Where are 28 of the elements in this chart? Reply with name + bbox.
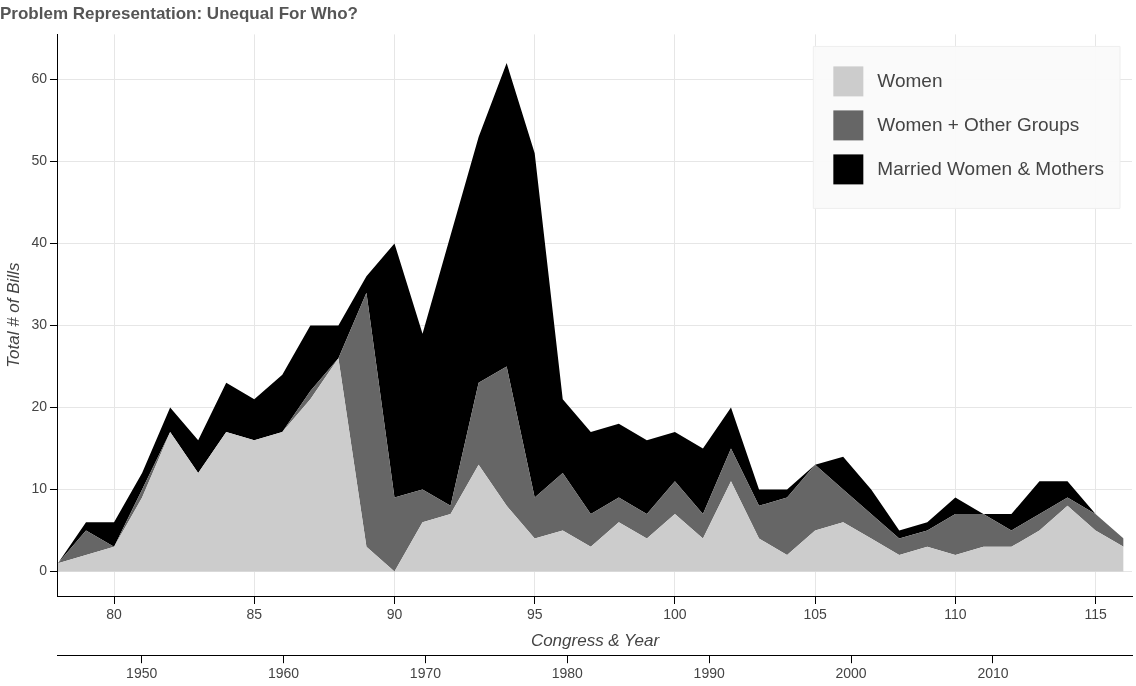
legend-label: Women + Other Groups [877, 113, 1080, 135]
x-tick-label: 90 [386, 606, 403, 623]
y-tick-label: 50 [31, 152, 48, 169]
x-tick-label: 110 [944, 606, 967, 623]
chart-title: Problem Representation: Unequal For Who? [0, 3, 358, 23]
x-tick-label: 95 [526, 606, 543, 623]
x2-tick-label: 1980 [551, 665, 584, 682]
x2-tick-label: 1970 [409, 665, 442, 682]
y-tick-label: 60 [31, 70, 48, 87]
x2-tick-label: 1990 [693, 665, 725, 682]
x2-tick-label: 2010 [977, 665, 1009, 682]
x2-tick-label: 2000 [835, 665, 867, 682]
y-tick-label: 0 [39, 562, 48, 579]
y-tick-label: 30 [31, 316, 48, 333]
x2-tick-label: 1950 [126, 665, 158, 682]
x-axis-title: Congress & Year [530, 630, 661, 650]
x-tick-label: 115 [1084, 606, 1107, 623]
x-tick-label: 80 [106, 606, 123, 623]
y-tick-label: 20 [31, 398, 48, 415]
y-tick-label: 10 [31, 480, 48, 497]
x2-tick-label: 1960 [267, 665, 300, 682]
y-axis-title: Total # of Bills [3, 262, 23, 368]
x-tick-label: 85 [246, 606, 263, 623]
x-tick-label: 105 [803, 606, 828, 623]
x-tick-label: 100 [663, 606, 687, 623]
y-tick-label: 40 [31, 234, 48, 251]
legend-label: Married Women & Mothers [877, 157, 1105, 179]
legend-label: Women [877, 69, 943, 91]
